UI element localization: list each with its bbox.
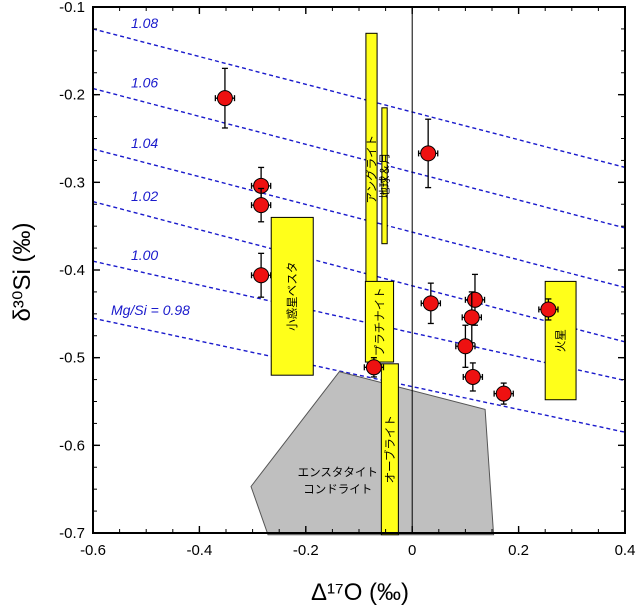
data-point [215,68,234,128]
data-point-marker [254,268,269,283]
x-tick-label: 0.2 [508,542,529,559]
region-box-label: オーブライト [383,415,397,483]
mg-si-line-label: 1.08 [131,15,158,31]
y-tick-label: -0.7 [59,525,85,542]
data-point-marker [541,302,556,317]
data-point-marker [467,292,482,307]
region-box-label: プラチナイト [372,287,386,356]
data-point-marker [421,146,436,161]
mg-si-line-label: 1.02 [131,188,158,204]
data-point [252,253,271,297]
enstatite-chondrite-label: コンドライト [303,482,372,496]
data-point [252,188,271,221]
x-axis-title: Δ¹⁷O (‰) [311,579,409,606]
mg-si-line-label: 1.04 [131,135,158,151]
y-tick-label: -0.2 [59,87,85,104]
data-point [419,119,438,187]
y-tick-label: -0.5 [59,350,85,367]
mg-si-line [93,89,625,228]
data-point-marker [496,386,511,401]
data-point [494,383,513,404]
region-box-label: 地球＆月 [378,153,392,199]
x-tick-label: 0 [408,542,416,559]
y-tick-label: -0.1 [59,0,85,16]
mg-si-line [93,149,625,288]
mg-si-line-label: Mg/Si = 0.98 [111,302,190,318]
mg-si-line-label: 1.00 [131,247,158,263]
data-point-marker [465,369,480,384]
y-tick-label: -0.6 [59,437,85,454]
data-point-marker [217,91,232,106]
enstatite-chondrite-label: エンスタタイト [298,465,378,479]
data-point-marker [366,360,381,375]
y-axis-title: δ³⁰Si (‰) [9,223,36,322]
x-tick-label: -0.6 [80,542,106,559]
data-point [421,283,440,323]
data-point-marker [423,296,438,311]
x-tick-label: -0.2 [293,542,319,559]
mg-si-line-label: 1.06 [131,75,158,91]
data-point-marker [464,310,479,325]
chart: エンスタタイトコンドライト アングライト 地球＆月小惑星ベスタ プラチナイトオーブラ… [0,0,640,610]
data-point-marker [458,339,473,354]
y-tick-label: -0.3 [59,174,85,191]
region-box-label: 小惑星ベスタ [285,262,299,331]
x-tick-label: -0.4 [186,542,212,559]
x-tick-label: 0.4 [615,542,636,559]
region-box-label: アングライト [365,135,379,204]
mg-si-line [93,29,625,168]
y-tick-label: -0.4 [59,262,85,279]
data-point-marker [254,198,269,213]
region-box-label: 火星 [554,329,568,352]
